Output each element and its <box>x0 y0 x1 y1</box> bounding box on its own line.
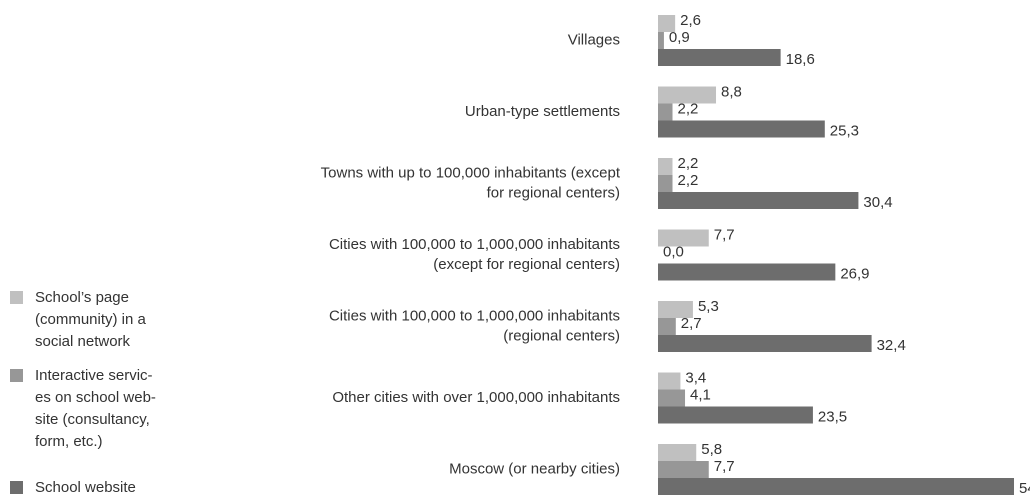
value-label: 54 <box>1019 480 1030 497</box>
bar <box>658 318 676 335</box>
bar <box>658 49 781 66</box>
value-label: 5,8 <box>701 441 722 458</box>
legend-swatch <box>10 369 23 382</box>
category-label: Cities with 100,000 to 1,000,000 inhabit… <box>329 236 620 273</box>
category-label: Moscow (or nearby cities) <box>449 460 620 477</box>
value-label: 2,2 <box>678 155 699 172</box>
value-label: 2,2 <box>678 100 699 117</box>
value-label: 0,9 <box>669 29 690 46</box>
value-label: 2,2 <box>678 172 699 189</box>
value-label: 2,7 <box>681 315 702 332</box>
bar <box>658 461 709 478</box>
value-label: 32,4 <box>877 337 906 354</box>
value-label: 23,5 <box>818 408 847 425</box>
value-label: 26,9 <box>840 265 869 282</box>
value-label: 30,4 <box>863 194 892 211</box>
bar <box>658 263 836 281</box>
bar <box>658 86 717 104</box>
bar <box>658 103 673 121</box>
value-label: 4,1 <box>690 386 711 403</box>
bar <box>658 301 693 318</box>
category-label: Urban-type settlements <box>465 103 620 120</box>
bar <box>658 15 676 32</box>
bar <box>658 158 673 175</box>
value-label: 18,6 <box>786 51 815 68</box>
category-label: Other cities with over 1,000,000 inhabit… <box>332 389 620 406</box>
legend-label: School’s page (community) in a social netw… <box>35 289 147 350</box>
bar <box>658 32 664 49</box>
bar <box>658 120 825 138</box>
bar <box>658 444 697 461</box>
value-label: 3,4 <box>685 369 706 386</box>
legend-swatch <box>10 481 23 494</box>
bar <box>658 406 813 424</box>
legend-label: Interactive servic-es on school web-site… <box>35 367 156 450</box>
bar <box>658 478 1014 495</box>
bar <box>658 372 681 390</box>
legend-label: School website <box>35 479 136 496</box>
value-label: 7,7 <box>714 226 735 243</box>
value-label: 25,3 <box>830 122 859 139</box>
category-label: Cities with 100,000 to 1,000,000 inhabit… <box>329 307 620 344</box>
bar <box>658 192 859 209</box>
bar <box>658 229 709 247</box>
bar <box>658 335 872 352</box>
value-label: 2,6 <box>680 12 701 29</box>
bar <box>658 389 686 407</box>
value-label: 0,0 <box>663 243 684 260</box>
legend-swatch <box>10 291 23 304</box>
bar <box>658 175 673 192</box>
value-label: 7,7 <box>714 458 735 475</box>
category-label: Towns with up to 100,000 inhabitants (ex… <box>321 164 621 201</box>
value-label: 5,3 <box>698 298 719 315</box>
category-label: Villages <box>568 31 620 48</box>
value-label: 8,8 <box>721 83 742 100</box>
